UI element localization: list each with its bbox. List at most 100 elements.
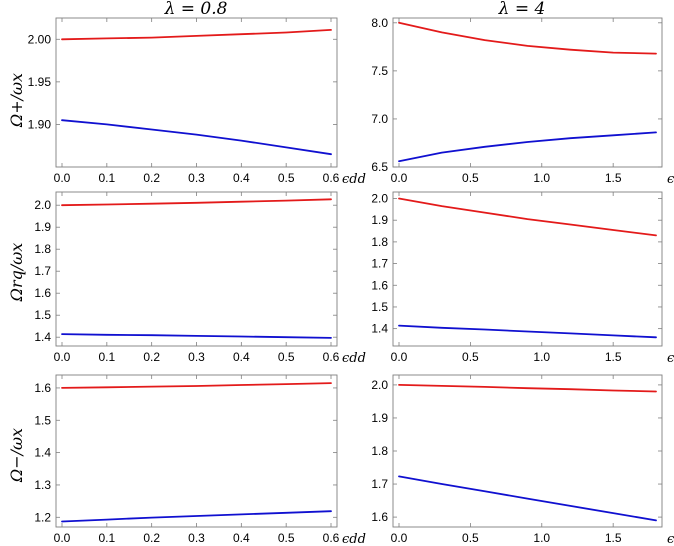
x-tick-label: 1.5: [605, 171, 622, 185]
y-tick-label: 1.5: [371, 300, 388, 314]
x-tick-label: 0.3: [188, 171, 205, 185]
x-tick-label: 0.6: [323, 171, 340, 185]
x-tick-label: 0.0: [54, 171, 71, 185]
y-tick-label: 1.8: [34, 242, 51, 256]
x-tick-label: 0.0: [391, 171, 408, 185]
panel-middle-left: 0.0 0.1 0.2 0.3 0.4 0.5 0.6 1.4 1.5 1.6 1.7 1.8 1.9 2…: [34, 191, 366, 366]
x-axis-label: ϵdd: [667, 351, 674, 366]
y-tick-label: 1.4: [34, 330, 51, 344]
y-tick-label: 1.4: [371, 322, 388, 336]
x-tick-label: 0.1: [98, 531, 115, 545]
y-tick-label: 1.4: [34, 446, 51, 460]
x-tick-label: 1.0: [533, 350, 550, 364]
ylabel-omega-plus: Ω+/ωx: [7, 73, 26, 128]
series-line-lower: [398, 131, 657, 163]
x-tick-label: 0.6: [323, 531, 340, 545]
plot-frame: [55, 191, 338, 347]
panel-middle-right: 0.0 0.5 1.0 1.5 1.4 1.5 1.6 1.7 1.8 1.9 2.0 ϵdd: [371, 192, 674, 366]
x-tick-label: 0.5: [278, 350, 295, 364]
plot-frame: [55, 17, 338, 168]
x-tick-label: 0.0: [391, 531, 408, 545]
x-tick-label: 0.3: [188, 350, 205, 364]
x-tick-label: 0.2: [143, 350, 160, 364]
y-tick-label: 1.90: [28, 117, 52, 131]
y-tick-label: 1.7: [371, 477, 388, 491]
x-axis-label: ϵdd: [342, 351, 366, 366]
x-axis-label: ϵdd: [667, 532, 674, 546]
y-tick-label: 6.5: [371, 160, 388, 174]
y-tick-label: 7.5: [371, 64, 388, 78]
series-line-upper: [61, 28, 332, 41]
y-tick-label: 8.0: [371, 16, 388, 30]
plot-frame: [55, 374, 338, 528]
y-tick-label: 1.3: [34, 478, 51, 492]
y-tick-label: 2.00: [28, 32, 52, 46]
plot-frame: [392, 191, 663, 347]
x-tick-label: 1.5: [605, 531, 622, 545]
x-tick-label: 0.1: [98, 350, 115, 364]
series-line-upper: [398, 21, 657, 55]
x-tick-label: 0.2: [143, 171, 160, 185]
x-tick-label: 1.0: [533, 531, 550, 545]
y-tick-label: 1.2: [34, 510, 51, 524]
plot-frame: [392, 374, 663, 528]
series-line-lower: [61, 119, 332, 156]
y-tick-label: 2.0: [371, 192, 388, 206]
y-tick-label: 1.8: [371, 444, 388, 458]
y-tick-label: 1.6: [34, 286, 51, 300]
x-tick-label: 0.0: [54, 350, 71, 364]
ylabel-omega-rq: Ωrq/ωx: [7, 243, 26, 303]
x-tick-label: 0.2: [143, 531, 160, 545]
x-tick-label: 0.6: [323, 350, 340, 364]
y-tick-label: 1.9: [371, 213, 388, 227]
x-tick-label: 0.0: [391, 350, 408, 364]
series-line-lower: [61, 510, 332, 523]
x-axis-label: ϵdd: [342, 532, 366, 546]
x-tick-label: 0.5: [462, 171, 479, 185]
ylabel-omega-minus: Ω−/ωx: [7, 428, 26, 483]
series-line-upper: [61, 198, 332, 207]
series-line-lower: [398, 324, 657, 339]
panel-bottom-right: 0.0 0.5 1.0 1.5 1.6 1.7 1.8 1.9 2.0 ϵdd: [371, 374, 674, 546]
column-title-left: λ = 0.8: [164, 0, 228, 19]
series-line-upper: [61, 382, 332, 389]
column-title-right: λ = 4: [498, 0, 546, 19]
x-tick-label: 0.3: [188, 531, 205, 545]
x-tick-label: 0.5: [462, 531, 479, 545]
y-tick-label: 2.0: [371, 378, 388, 392]
series-line-lower: [398, 475, 657, 522]
x-tick-label: 0.4: [233, 350, 250, 364]
y-tick-label: 1.9: [371, 411, 388, 425]
y-tick-label: 1.6: [34, 381, 51, 395]
series-line-upper: [398, 197, 657, 237]
y-tick-label: 1.9: [34, 220, 51, 234]
plot-frame: [392, 17, 663, 168]
x-tick-label: 0.4: [233, 171, 250, 185]
x-axis-label: ϵdd: [342, 172, 366, 187]
x-tick-label: 0.1: [98, 171, 115, 185]
y-tick-label: 1.8: [371, 235, 388, 249]
y-tick-label: 1.7: [371, 257, 388, 271]
x-tick-label: 1.0: [533, 171, 550, 185]
y-tick-label: 2.0: [34, 198, 51, 212]
x-tick-label: 0.0: [54, 531, 71, 545]
y-tick-label: 1.5: [34, 413, 51, 427]
x-tick-label: 1.5: [605, 350, 622, 364]
panel-bottom-left: 0.0 0.1 0.2 0.3 0.4 0.5 0.6 1.2 1.3 1.4 1.5 1.6 ϵdd: [34, 374, 366, 546]
series-line-upper: [398, 383, 657, 393]
panel-top-left: 0.0 0.1 0.2 0.3 0.4 0.5 0.6 1.90 1.95 2.00 ϵdd: [28, 17, 366, 187]
y-tick-label: 1.6: [371, 278, 388, 292]
x-tick-label: 0.5: [462, 350, 479, 364]
x-axis-label: ϵdd: [667, 172, 674, 187]
y-tick-label: 1.95: [28, 75, 52, 89]
panel-top-right: 0.0 0.5 1.0 1.5 6.5 7.0 7.5 8.0 ϵdd: [371, 16, 674, 187]
y-tick-label: 1.5: [34, 308, 51, 322]
series-line-lower: [61, 333, 332, 339]
y-tick-label: 1.6: [371, 510, 388, 524]
x-tick-label: 0.5: [278, 171, 295, 185]
y-tick-label: 1.7: [34, 264, 51, 278]
x-tick-label: 0.5: [278, 531, 295, 545]
y-tick-label: 7.0: [371, 112, 388, 126]
